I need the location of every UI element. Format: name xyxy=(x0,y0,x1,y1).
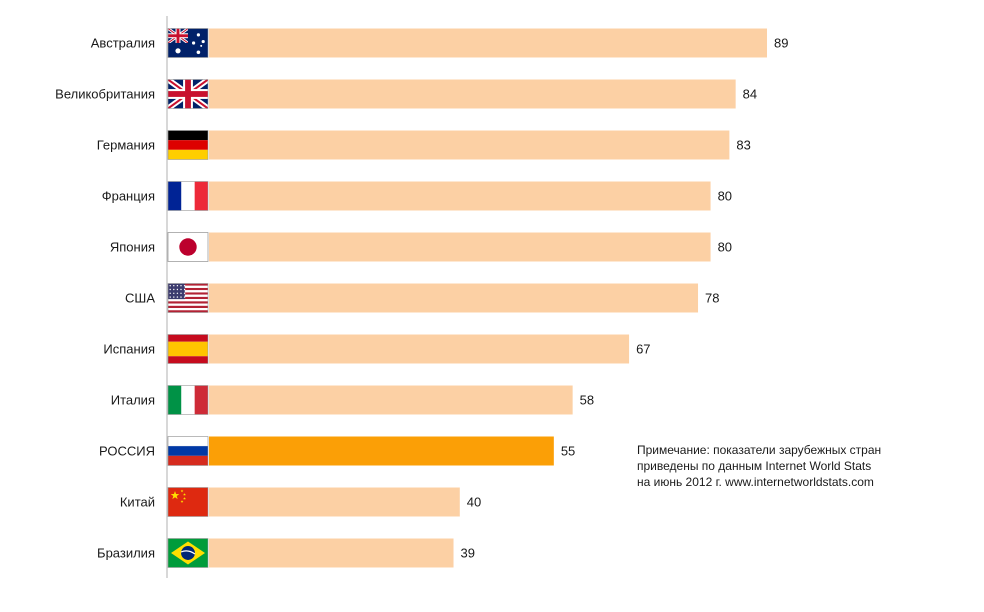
value-label-7: 67 xyxy=(636,342,650,357)
category-label-7: Испания xyxy=(103,342,155,357)
value-label-4: 80 xyxy=(718,189,732,204)
japan-flag-icon xyxy=(167,232,209,262)
australia-flag-icon xyxy=(167,28,209,58)
bar-2 xyxy=(209,79,736,109)
bar-9 xyxy=(209,436,554,466)
italy-flag-icon xyxy=(167,385,209,415)
category-label-10: Китай xyxy=(120,495,155,510)
category-label-4: Франция xyxy=(102,189,155,204)
value-label-10: 40 xyxy=(467,495,481,510)
bar-10 xyxy=(209,487,460,517)
note-line-2: приведены по данным Internet World Stats xyxy=(637,459,872,473)
category-label-9: РОССИЯ xyxy=(99,444,155,459)
russia-flag-icon xyxy=(167,436,209,466)
category-label-5: Япония xyxy=(110,240,155,255)
bar-5 xyxy=(209,232,711,262)
category-label-6: США xyxy=(125,291,155,306)
category-label-1: Австралия xyxy=(91,36,155,51)
note-line-1: Примечание: показатели зарубежных стран xyxy=(637,443,882,457)
note-line-3: на июнь 2012 г. www.internetworldstats.c… xyxy=(637,475,874,489)
value-label-8: 58 xyxy=(580,393,594,408)
category-label-2: Великобритания xyxy=(55,87,155,102)
spain-flag-icon xyxy=(167,334,209,364)
germany-flag-icon xyxy=(167,130,209,160)
bar-7 xyxy=(209,334,630,364)
chart-note: Примечание: показатели зарубежных стран … xyxy=(637,442,937,490)
category-label-3: Германия xyxy=(97,138,155,153)
bar-11 xyxy=(209,538,454,568)
value-label-1: 89 xyxy=(774,36,788,51)
value-label-2: 84 xyxy=(743,87,757,102)
france-flag-icon xyxy=(167,181,209,211)
value-label-9: 55 xyxy=(561,444,575,459)
value-label-6: 78 xyxy=(705,291,719,306)
bar-3 xyxy=(209,130,730,160)
value-label-3: 83 xyxy=(736,138,750,153)
value-label-11: 39 xyxy=(461,546,475,561)
bar-8 xyxy=(209,385,573,415)
category-label-8: Италия xyxy=(111,393,155,408)
bar-4 xyxy=(209,181,711,211)
bar-6 xyxy=(209,283,699,313)
uk-flag-icon xyxy=(167,79,209,109)
value-label-5: 80 xyxy=(718,240,732,255)
bar-1 xyxy=(209,28,767,58)
category-label-11: Бразилия xyxy=(97,546,155,561)
china-flag-icon xyxy=(167,487,209,517)
usa-flag-icon xyxy=(167,283,209,313)
brazil-flag-icon xyxy=(167,538,209,568)
